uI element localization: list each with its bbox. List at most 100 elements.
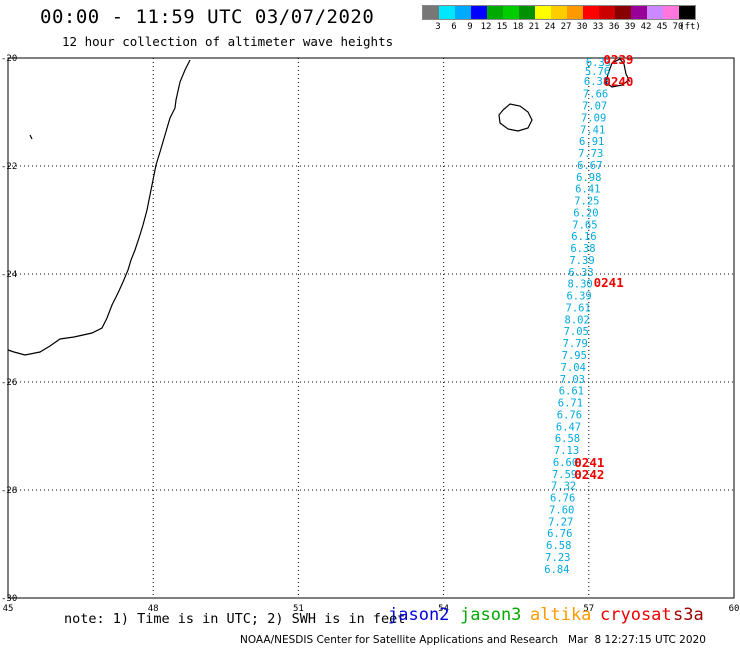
legend-tick-label: 12 [480, 22, 492, 32]
longitude-tick-label: 57 [583, 604, 594, 614]
swh-value-label: 6.16 [571, 231, 596, 243]
legend-tick-label: 33 [592, 22, 604, 32]
swh-value-label: 6.39 [566, 291, 591, 303]
longitude-tick-label: 60 [729, 604, 740, 614]
legend-swatch [455, 6, 471, 19]
legend-tick-label: 3 [435, 22, 441, 32]
swh-value-label: 6.58 [546, 540, 571, 552]
swh-value-label: 7.03 [560, 374, 585, 386]
longitude-tick-label: 54 [438, 604, 449, 614]
swh-value-label: 8.02 [565, 314, 590, 326]
swh-value-label: 6.76 [550, 493, 575, 505]
legend-swatch [423, 6, 439, 19]
legend-swatch [503, 6, 519, 19]
legend-swatch [567, 6, 583, 19]
legend-swatch [519, 6, 535, 19]
legend-tick-label: 36 [608, 22, 620, 32]
swh-value-label: 6.61 [559, 386, 584, 398]
legend-swatches [422, 5, 696, 20]
madagascar-coastline [7, 59, 191, 356]
legend-swatch [551, 6, 567, 19]
jason2-track-labels: 6.335.76 6.38 7.667.077.097.416.917.736.67… [544, 57, 611, 576]
swh-value-label: 7.65 [572, 219, 597, 231]
pass-time-label: 0241 [574, 455, 604, 470]
swh-value-label: 7.27 [548, 516, 573, 528]
swh-value-label: 5.76 [585, 66, 610, 78]
swh-value-label: 7.39 [569, 255, 594, 267]
latitude-tick-label: -22 [1, 162, 17, 172]
mauritius-coastline [605, 58, 630, 88]
pass-time-label: 0239 [603, 52, 633, 67]
map-grid [8, 58, 734, 598]
color-legend: 3 6 9 12 15 18 21 24 27 30 33 36 39 42 45 70 (ft) [422, 5, 701, 34]
legend-swatch [471, 6, 487, 19]
latitude-tick-label: -20 [1, 54, 17, 64]
credit-line: NOAA/NESDIS Center for Satellite Applica… [240, 634, 706, 646]
legend-tick-label: 39 [624, 22, 636, 32]
swh-value-label: 7.23 [545, 552, 570, 564]
legend-tick-label: 21 [528, 22, 540, 32]
legend-swatch [615, 6, 631, 19]
swh-value-label: 6.76 [547, 528, 572, 540]
satellite-jason2-label: jason2 [388, 605, 450, 625]
swh-value-label: 7.60 [549, 504, 574, 516]
swh-value-label: 7.09 [581, 112, 606, 124]
longitude-tick-label: 48 [148, 604, 159, 614]
legend-swatch [487, 6, 503, 19]
legend-swatch [647, 6, 663, 19]
legend-swatch [535, 6, 551, 19]
swh-value-label: 6.38 [570, 243, 595, 255]
legend-tick-label: 27 [560, 22, 572, 32]
legend-tick-label: 6 [451, 22, 457, 32]
swh-value-label: 6.91 [579, 136, 604, 148]
legend-tick-label: 45 [656, 22, 668, 32]
swh-value-label: 6.98 [576, 172, 601, 184]
swh-value-label: 6.71 [558, 398, 583, 410]
legend-swatch [439, 6, 455, 19]
swh-value-label: 7.25 [574, 196, 599, 208]
map-frame [7, 57, 735, 599]
reunion-coastline [498, 103, 533, 132]
legend-tick-label: 9 [467, 22, 473, 32]
swh-value-label: 6.60 [553, 457, 578, 469]
map-subtitle: 12 hour collection of altimeter wave hei… [62, 34, 394, 49]
longitude-tick-label: 51 [293, 604, 304, 614]
map-title: 00:00 - 11:59 UTC 03/07/2020 [40, 6, 375, 28]
satellite-s3a-label: s3a [673, 605, 704, 625]
legend-tick-label: 70 [672, 22, 684, 32]
legend-swatch [599, 6, 615, 19]
legend-swatch [663, 6, 679, 19]
satellite-cryosat-label: cryosat [600, 605, 672, 625]
pass-time-label: 0241 [594, 275, 624, 290]
latitude-tick-label: -26 [1, 378, 17, 388]
satellite-altika-label: altika [530, 605, 592, 625]
footer-note: note: 1) Time is in UTC; 2) SWH is in fe… [64, 611, 406, 627]
swh-value-label: 6.41 [575, 184, 600, 196]
legend-tick-label: 42 [640, 22, 652, 32]
legend-tick-label: 18 [512, 22, 524, 32]
latitude-tick-label: -24 [1, 270, 17, 280]
swh-value-label: 6.33 [586, 57, 611, 69]
swh-value-label: 7.73 [578, 148, 603, 160]
legend-tick-label: 24 [544, 22, 556, 32]
latitude-tick-label: -28 [1, 486, 17, 496]
legend-tick-label: (ft) [679, 22, 701, 32]
swh-value-label: 6.76 [557, 409, 582, 421]
legend-tick-label: 30 [576, 22, 588, 32]
latitude-labels: -20 -22 -24 -26 -28 -30 [1, 54, 17, 604]
swh-value-label: 7.07 [582, 101, 607, 113]
swh-value-label: 8.30 [567, 279, 592, 291]
swh-value-label: 7.41 [580, 124, 605, 136]
legend-tick-label: 15 [496, 22, 508, 32]
longitude-tick-label: 45 [3, 604, 14, 614]
swh-value-label: 6.47 [556, 421, 581, 433]
swh-value-label: 6.67 [577, 160, 602, 172]
swh-value-label: 6.20 [573, 207, 598, 219]
legend-swatch [631, 6, 647, 19]
legend-swatch [679, 6, 695, 19]
swh-value-label: 7.04 [561, 362, 586, 374]
swh-value-label: 7.95 [562, 350, 587, 362]
swh-value-label: 7.66 [583, 89, 608, 101]
